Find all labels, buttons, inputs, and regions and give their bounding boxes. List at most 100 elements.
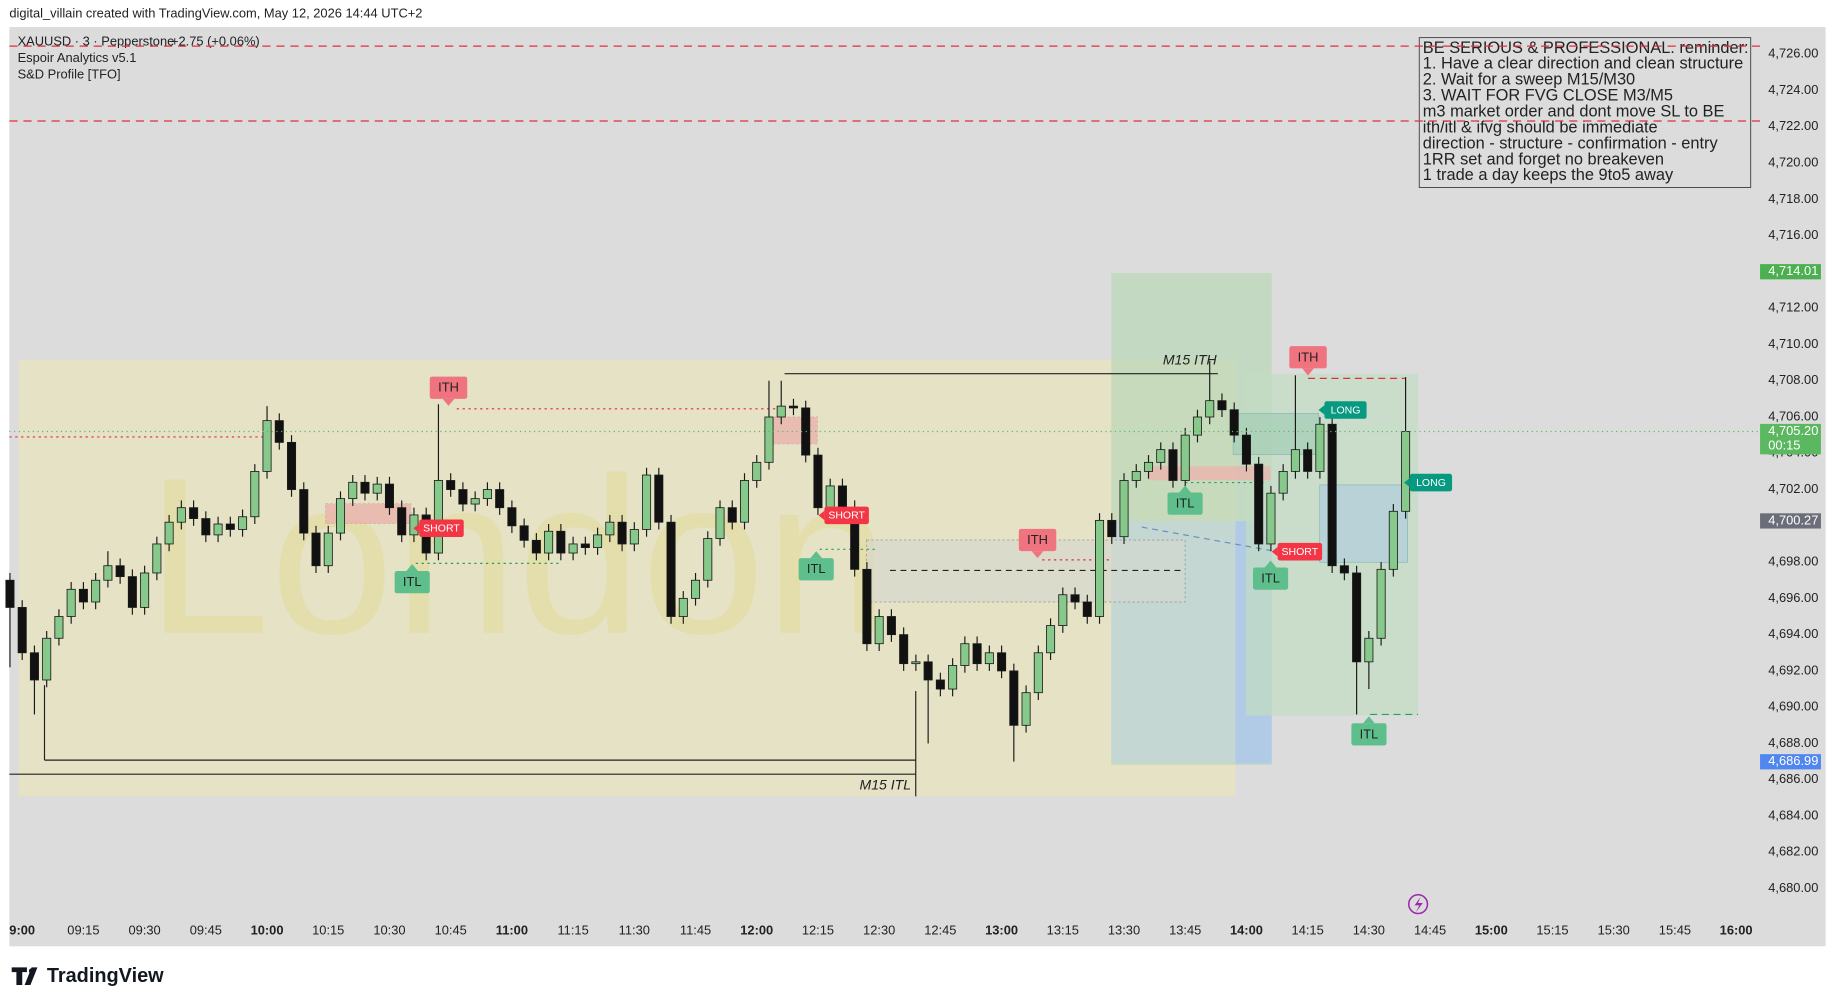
- x-tick-label: 13:45: [1169, 923, 1201, 938]
- candle-body: [752, 461, 762, 481]
- candle-body: [1107, 519, 1117, 538]
- candle-body: [299, 489, 309, 534]
- note: BE SERIOUS & PROFESSIONAL. reminder:1. H…: [1423, 39, 1749, 184]
- tag-pointer: [818, 510, 825, 521]
- y-tick-label: 4,708.00: [1768, 372, 1818, 387]
- candle-body: [544, 530, 554, 554]
- alert-icon[interactable]: [1407, 894, 1429, 915]
- y-tick-label: 4,720.00: [1768, 154, 1818, 169]
- candle-body: [1131, 471, 1141, 481]
- x-tick-label: 10:00: [251, 923, 284, 938]
- candle-body: [17, 607, 27, 654]
- annotation-label: ITL: [807, 561, 826, 576]
- candle-body: [642, 474, 652, 530]
- y-tick-label: 4,686.00: [1768, 771, 1818, 786]
- x-tick-label: 15:15: [1536, 923, 1568, 938]
- candle-body: [666, 521, 676, 617]
- tag-pointer: [1318, 405, 1325, 415]
- candle-body: [837, 485, 847, 509]
- annotation-tag: [1351, 723, 1387, 746]
- candle-body: [899, 634, 909, 665]
- candle-body: [678, 597, 688, 617]
- candle-body: [1290, 449, 1300, 472]
- candle-body: [727, 507, 737, 523]
- x-tick-label: 09:30: [129, 923, 161, 938]
- candle-body: [948, 665, 958, 690]
- candle-body: [470, 498, 480, 505]
- candle-body: [1021, 692, 1031, 726]
- indicator-name: S&D Profile [TFO]: [18, 66, 121, 81]
- candle-body: [348, 481, 358, 500]
- annotation-label: ITL: [1261, 571, 1280, 586]
- annotation-tag: [1252, 567, 1289, 590]
- candle-body: [446, 480, 456, 490]
- candle-body: [1229, 409, 1239, 436]
- tag-pointer: [1179, 485, 1191, 493]
- x-tick-label: 10:45: [435, 923, 467, 938]
- x-tick-label: 14:00: [1230, 923, 1263, 938]
- supply-box: [1148, 466, 1271, 481]
- candle-body: [605, 521, 615, 536]
- annotation-label: M15 ITH: [1163, 352, 1218, 368]
- candle-body: [507, 507, 517, 527]
- change: +2.75 (+0.06%): [171, 34, 260, 49]
- y-tick-label: 4,722.00: [1768, 118, 1818, 133]
- candle-body: [764, 416, 774, 463]
- candle-body: [1254, 463, 1264, 545]
- y-tick-label: 4,694.00: [1768, 626, 1818, 641]
- candle-body: [556, 530, 566, 554]
- candle-body: [1376, 568, 1386, 639]
- candle-body: [458, 489, 468, 505]
- candle-body: [274, 420, 284, 443]
- candle-body: [1315, 423, 1325, 472]
- candle-body: [176, 507, 186, 523]
- candle-body: [482, 489, 492, 500]
- candle-body: [654, 474, 664, 523]
- trend-line: [1141, 526, 1271, 552]
- candle-body: [984, 652, 994, 665]
- candle-body: [323, 532, 333, 567]
- candle-body: [1143, 461, 1154, 472]
- candle-body: [66, 588, 76, 617]
- x-tick-label: 14:45: [1414, 923, 1446, 938]
- candle-body: [825, 485, 835, 509]
- candle-body: [54, 616, 64, 639]
- y-tick-label: 4,680.00: [1768, 880, 1818, 895]
- note-box: [1418, 37, 1752, 188]
- brand: TradingView: [47, 965, 164, 987]
- candle-body: [164, 521, 174, 545]
- candle-body: [813, 454, 823, 509]
- candle-body: [201, 518, 211, 536]
- annotation-label: SHORT: [423, 523, 460, 535]
- annotation-label: LONG: [1416, 477, 1446, 489]
- price-tag: [1760, 264, 1821, 280]
- candle-body: [691, 579, 701, 599]
- price-tag-label: 4,714.01: [1768, 263, 1818, 278]
- annotation-label: ITH: [438, 380, 459, 395]
- alert-icon-bolt: [1414, 897, 1423, 913]
- candle-body: [1082, 601, 1092, 617]
- indicator-name: Espoir Analytics v5.1: [18, 50, 137, 65]
- candle-body: [238, 516, 248, 530]
- candle-body: [433, 480, 443, 554]
- tag-pointer: [810, 551, 823, 559]
- candle-body: [127, 576, 137, 608]
- annotation-tag: [429, 376, 468, 399]
- candle-body: [1401, 431, 1411, 512]
- annotation-label: ITL: [1176, 496, 1195, 511]
- candle-body: [1095, 519, 1105, 617]
- candle-body: [580, 543, 590, 548]
- tag-pointer: [1363, 716, 1375, 724]
- y-tick-label: 4,702.00: [1768, 481, 1818, 496]
- price-tag-label: 4,686.99: [1768, 753, 1818, 768]
- candle-body: [360, 481, 370, 494]
- x-tick-label: 14:30: [1353, 923, 1385, 938]
- candle-body: [115, 565, 125, 578]
- annotation-tag: [1018, 528, 1057, 552]
- y-tick-label: 4,718.00: [1768, 191, 1818, 206]
- candle-body: [788, 405, 798, 409]
- x-tick-label: 13:30: [1108, 923, 1140, 938]
- candle-body: [189, 507, 199, 519]
- annotation-label: M15 ITL: [860, 777, 912, 793]
